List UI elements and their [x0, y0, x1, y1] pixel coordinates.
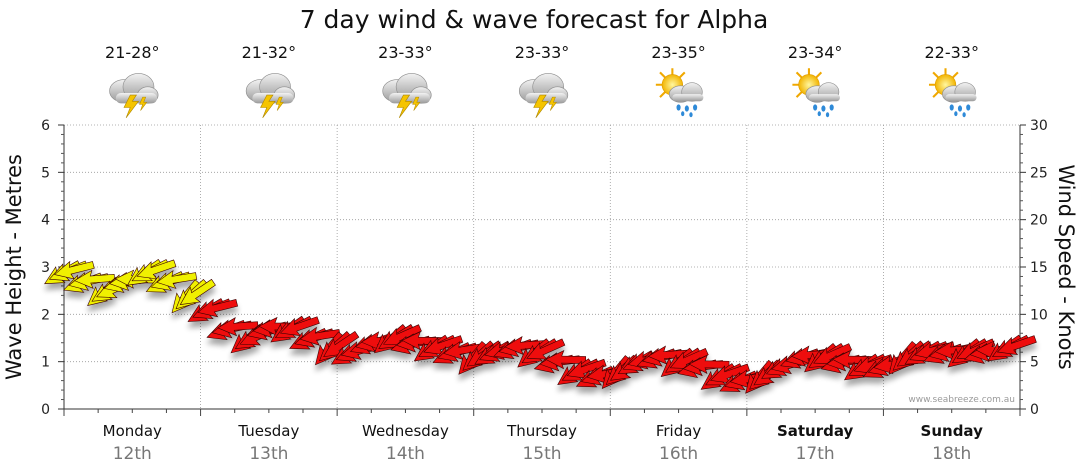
day-temperature: 21-28°	[105, 43, 160, 62]
day-date: 15th	[522, 444, 561, 464]
day-name: Friday	[656, 422, 702, 440]
left-tick-label: 6	[41, 118, 50, 134]
wind-arrow	[279, 316, 320, 337]
axis-ticks: 0 1 2 3 4 5 6 0 5 10 15 20 25 30	[41, 118, 1048, 418]
day-name: Saturday	[777, 422, 854, 440]
day-temperature: 23-33°	[378, 43, 433, 62]
day-temperature: 23-33°	[515, 43, 570, 62]
storm-icon	[382, 72, 432, 118]
day-temperature: 21-32°	[242, 43, 297, 62]
wind-arrow	[688, 354, 730, 374]
wind-arrow	[197, 298, 239, 318]
wind-arrow	[179, 278, 216, 305]
day-date: 18th	[932, 444, 971, 464]
left-tick-label: 2	[41, 307, 50, 323]
day-name: Wednesday	[362, 422, 449, 440]
left-tick-label: 5	[41, 165, 50, 181]
day-name: Thursday	[506, 422, 577, 440]
day-date: 13th	[249, 444, 288, 464]
right-tick-label: 10	[1030, 307, 1048, 323]
storm-icon	[245, 72, 296, 118]
day-date: 17th	[796, 444, 835, 464]
right-axis-title: Wind Speed - Knots	[1054, 164, 1078, 369]
day-date: 16th	[659, 444, 698, 464]
wind-arrow	[156, 269, 198, 289]
wind-arrow	[73, 269, 116, 289]
right-tick-label: 5	[1030, 355, 1039, 371]
wind-arrows	[44, 258, 1037, 394]
sun-showers-icon	[927, 67, 978, 118]
right-tick-label: 0	[1030, 402, 1039, 418]
right-tick-label: 20	[1030, 213, 1048, 229]
left-axis-title: Wave Height - Metres	[2, 154, 26, 380]
wind-arrow	[217, 317, 259, 337]
day-forecast-headers: 21-28° 21-32° 23-33° 23-33° 23-35° 23-34° 22-3…	[105, 43, 979, 118]
left-tick-label: 0	[41, 402, 50, 418]
credit-text: www.seabreeze.com.au	[908, 395, 1015, 405]
wind-arrow	[53, 260, 95, 280]
day-name: Monday	[103, 422, 162, 440]
storm-icon	[109, 72, 159, 118]
day-temperature: 23-34°	[788, 43, 843, 62]
day-temperature: 23-35°	[651, 43, 706, 62]
day-name: Sunday	[921, 422, 984, 440]
right-tick-label: 30	[1030, 118, 1048, 134]
day-temperature: 22-33°	[924, 43, 979, 62]
right-tick-label: 15	[1030, 260, 1048, 276]
sun-showers-icon	[654, 67, 705, 118]
right-tick-label: 25	[1030, 165, 1048, 181]
wind-arrow	[136, 259, 177, 280]
day-date: 14th	[386, 444, 425, 464]
wind-arrow	[996, 335, 1037, 356]
left-tick-label: 3	[41, 260, 50, 276]
left-tick-label: 1	[41, 355, 50, 371]
chart-title: 7 day wind & wave forecast for Alpha	[300, 5, 769, 34]
left-tick-label: 4	[41, 213, 50, 229]
storm-icon	[518, 72, 569, 118]
day-date: 12th	[113, 444, 152, 464]
grid-lines	[64, 124, 1020, 409]
sun-showers-icon	[791, 67, 841, 118]
wind-arrow	[544, 350, 587, 370]
day-name: Tuesday	[237, 422, 299, 440]
day-labels: Monday 12th Tuesday 13th Wednesday 14th Thursd…	[103, 422, 983, 464]
